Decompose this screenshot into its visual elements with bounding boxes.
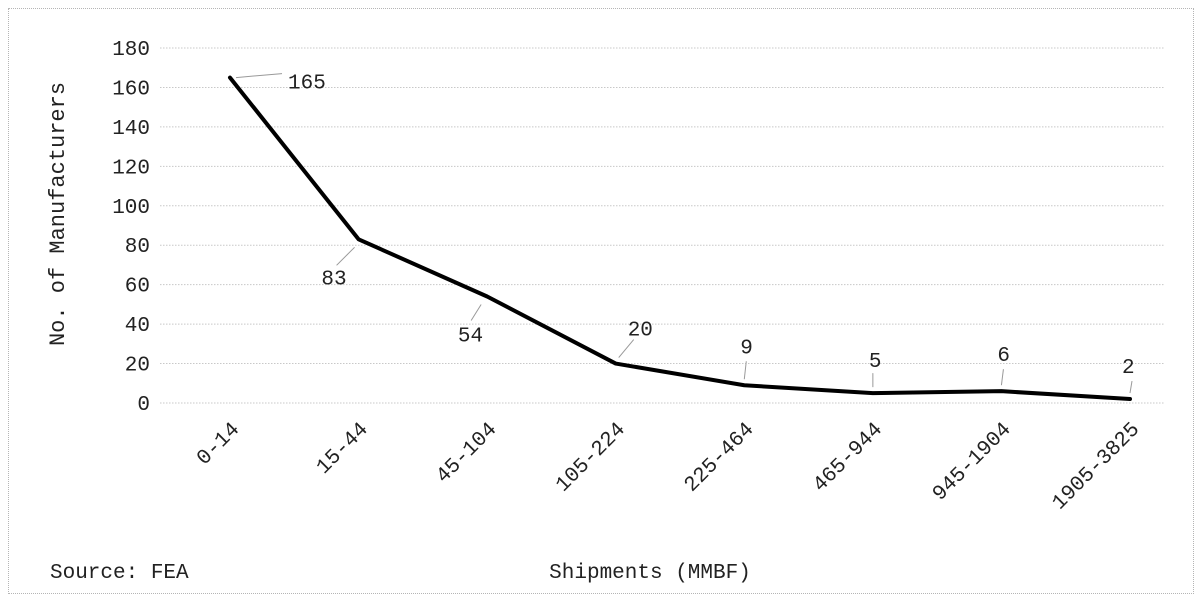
data-label-leader (470, 304, 482, 321)
y-axis-title: No. of Manufacturers (46, 82, 71, 346)
y-tick-label: 20 (125, 355, 150, 378)
data-label: 20 (628, 320, 653, 343)
x-tick-label: 945-1904 (929, 419, 1017, 507)
data-label: 165 (288, 73, 326, 96)
data-label-leader (336, 246, 355, 266)
y-tick-label: 160 (112, 78, 150, 101)
y-tick-label: 120 (112, 157, 150, 180)
data-label-leader (235, 73, 283, 79)
data-label: 5 (869, 351, 882, 374)
data-labels: 165 83 54 20 9 5 6 2 (288, 73, 1135, 380)
y-tick-label: 80 (125, 236, 150, 259)
x-tick-label: 465-944 (809, 419, 888, 498)
y-tick-label: 140 (112, 118, 150, 141)
chart-frame (8, 8, 1194, 594)
x-tick-label: 15-44 (313, 419, 374, 480)
x-tick-label: 225-464 (681, 419, 760, 498)
x-tick-label: 45-104 (432, 419, 502, 489)
data-label: 54 (458, 326, 483, 349)
y-tick-label: 60 (125, 276, 150, 299)
data-label: 9 (740, 337, 753, 360)
series-line-path (228, 75, 1132, 402)
y-tick-label: 100 (112, 197, 150, 220)
data-label: 6 (997, 345, 1010, 368)
series-line (228, 75, 1132, 402)
data-label-leader (1129, 380, 1133, 394)
x-axis-title: Shipments (MMBF) (549, 562, 751, 585)
label-leader-lines (235, 73, 1133, 394)
x-tick-label: 1905-3825 (1048, 419, 1144, 515)
x-tick-label: 0-14 (193, 419, 245, 471)
y-tick-label: 40 (125, 315, 150, 338)
data-label-leader (618, 339, 635, 358)
x-axis-ticks: 0-14 15-44 45-104 105-224 225-464 465-944 945-… (193, 419, 1145, 515)
source-note: Source: FEA (50, 562, 189, 585)
x-tick-label: 105-224 (552, 419, 631, 498)
data-label: 83 (321, 268, 346, 291)
y-axis-ticks: 0 20 40 60 80 100 120 140 160 180 (112, 39, 150, 417)
data-label-leader (1000, 369, 1004, 386)
data-label-leader (743, 361, 747, 380)
data-label: 2 (1122, 357, 1135, 380)
y-tick-label: 180 (112, 39, 150, 62)
y-tick-label: 0 (137, 394, 150, 417)
grid-lines (160, 47, 1165, 404)
